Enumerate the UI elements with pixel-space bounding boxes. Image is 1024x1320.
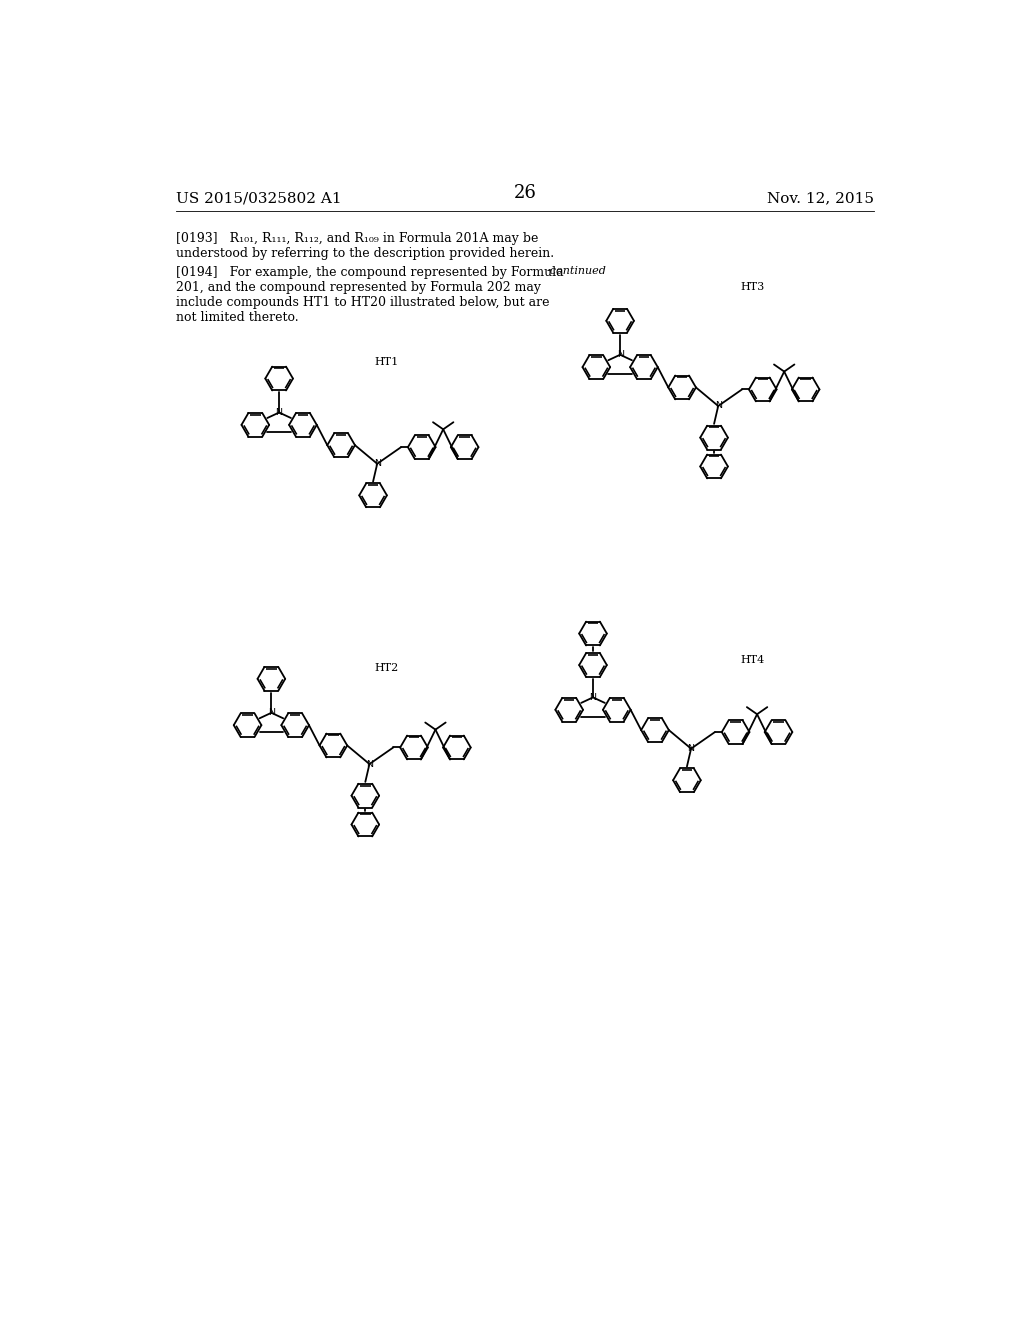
Text: N: N: [715, 401, 722, 411]
Text: HT1: HT1: [375, 358, 398, 367]
Text: -continued: -continued: [547, 267, 606, 276]
Text: N: N: [687, 744, 694, 754]
Text: HT4: HT4: [740, 655, 765, 665]
Text: N: N: [374, 459, 381, 469]
Text: HT2: HT2: [375, 663, 398, 673]
Text: N: N: [616, 350, 624, 359]
Text: [0193]   R₁₀₁, R₁₁₁, R₁₁₂, and R₁₀₉ in Formula 201A may be
understood by referri: [0193] R₁₀₁, R₁₁₁, R₁₁₂, and R₁₀₉ in For…: [176, 231, 554, 260]
Text: N: N: [268, 709, 274, 717]
Text: HT3: HT3: [740, 281, 765, 292]
Text: N: N: [366, 759, 373, 768]
Text: [0194]   For example, the compound represented by Formula
201, and the compound : [0194] For example, the compound represe…: [176, 267, 563, 325]
Text: Nov. 12, 2015: Nov. 12, 2015: [767, 191, 873, 206]
Text: N: N: [590, 693, 597, 702]
Text: 26: 26: [513, 183, 537, 202]
Text: N: N: [275, 408, 283, 417]
Text: US 2015/0325802 A1: US 2015/0325802 A1: [176, 191, 342, 206]
